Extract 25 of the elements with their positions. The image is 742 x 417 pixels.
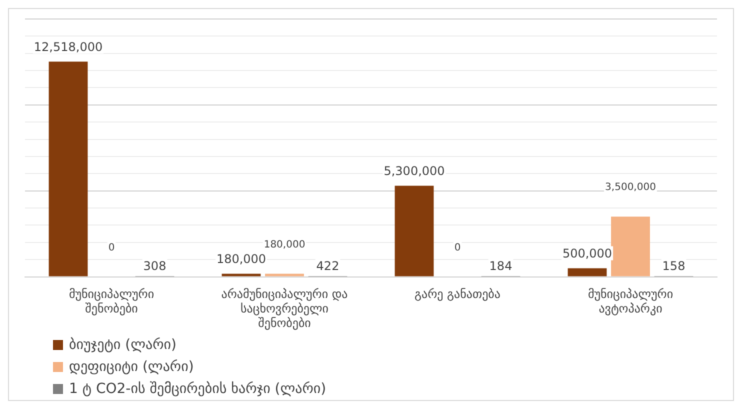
x-tick-label: არამუნიციპალური და საცხოვრებელი შენობები: [221, 287, 348, 330]
bar: [394, 186, 434, 276]
data-label: 5,300,000: [384, 164, 445, 178]
data-label: 0: [454, 242, 461, 254]
bar: [48, 62, 88, 276]
legend-label: დეფიციტი (ლარი): [69, 358, 194, 377]
x-tick-label: მუნიციპალური შენობები: [68, 287, 154, 316]
x-tick-label: გარე განათება: [414, 287, 500, 302]
bar: [265, 274, 304, 276]
x-tick-label: მუნიციპალური ავტოპარკი: [588, 287, 674, 316]
data-label: 500,000: [562, 246, 612, 260]
legend-label: ბიუჯეტი (ლარი): [69, 336, 176, 355]
legend-label: 1 ტ CO2-ის შემცირების ხარჯი (ლარი): [69, 380, 326, 399]
data-label: 422: [316, 258, 340, 273]
data-label: 308: [143, 258, 166, 273]
data-label: 3,500,000: [605, 182, 656, 194]
data-label: 158: [662, 258, 686, 273]
data-label: 0: [108, 242, 115, 254]
bar: [611, 216, 650, 276]
data-label: 180,000: [264, 239, 306, 250]
data-label: 12,518,000: [34, 40, 103, 54]
data-label: 180,000: [216, 252, 266, 266]
data-label: 184: [489, 258, 512, 273]
bar: [222, 274, 261, 276]
bar: [568, 268, 607, 276]
